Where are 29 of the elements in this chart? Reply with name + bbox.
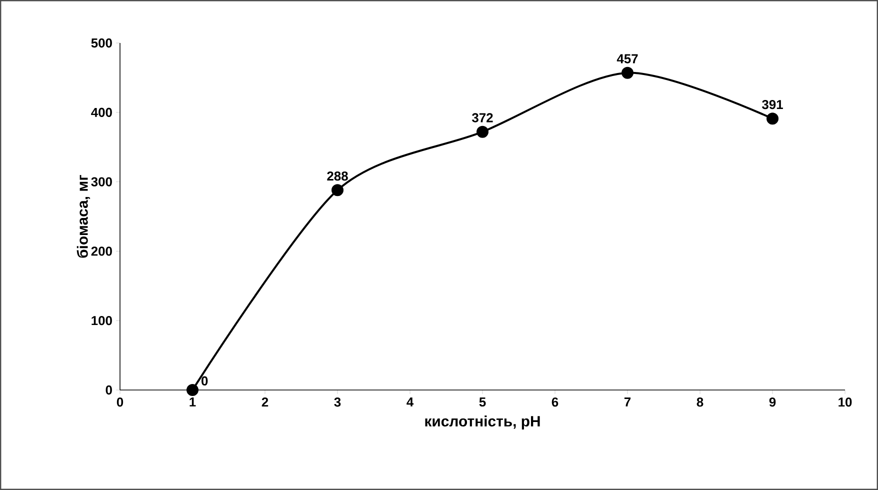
- x-tick-label: 6: [552, 398, 558, 407]
- y-tick-label: 0: [106, 385, 112, 395]
- point: [622, 66, 634, 79]
- point: [476, 126, 489, 138]
- x-tick-label: 3: [334, 398, 341, 407]
- data-label: 372: [472, 113, 493, 122]
- point: [332, 184, 344, 196]
- y-tick-label: 100: [92, 316, 112, 326]
- x-tick-label: 5: [479, 398, 486, 407]
- data-label: 0: [202, 376, 208, 386]
- data-label: 457: [616, 54, 638, 64]
- point: [186, 384, 198, 396]
- x-tick-label: 9: [769, 398, 776, 407]
- y-axis-title: біомаса, мг: [76, 174, 90, 258]
- y-tick-label: 500: [91, 38, 112, 48]
- y-tick-label: 200: [91, 246, 112, 256]
- point: [766, 112, 779, 125]
- x-tick-label: 1: [190, 398, 196, 406]
- y-tick-label: 300: [91, 177, 112, 186]
- x-tick-label: 7: [624, 398, 631, 406]
- x-tick-label: 0: [116, 398, 124, 407]
- x-tick-label: 8: [696, 398, 704, 407]
- x-tick-label: 4: [406, 398, 414, 406]
- data-label: 391: [762, 100, 783, 110]
- x-axis-title: кислотність, pH: [425, 416, 540, 430]
- x-tick-label: 10: [838, 398, 852, 407]
- y-tick-label: 400: [91, 108, 112, 117]
- data-label: 288: [327, 171, 348, 181]
- x-tick-label: 2: [262, 398, 268, 407]
